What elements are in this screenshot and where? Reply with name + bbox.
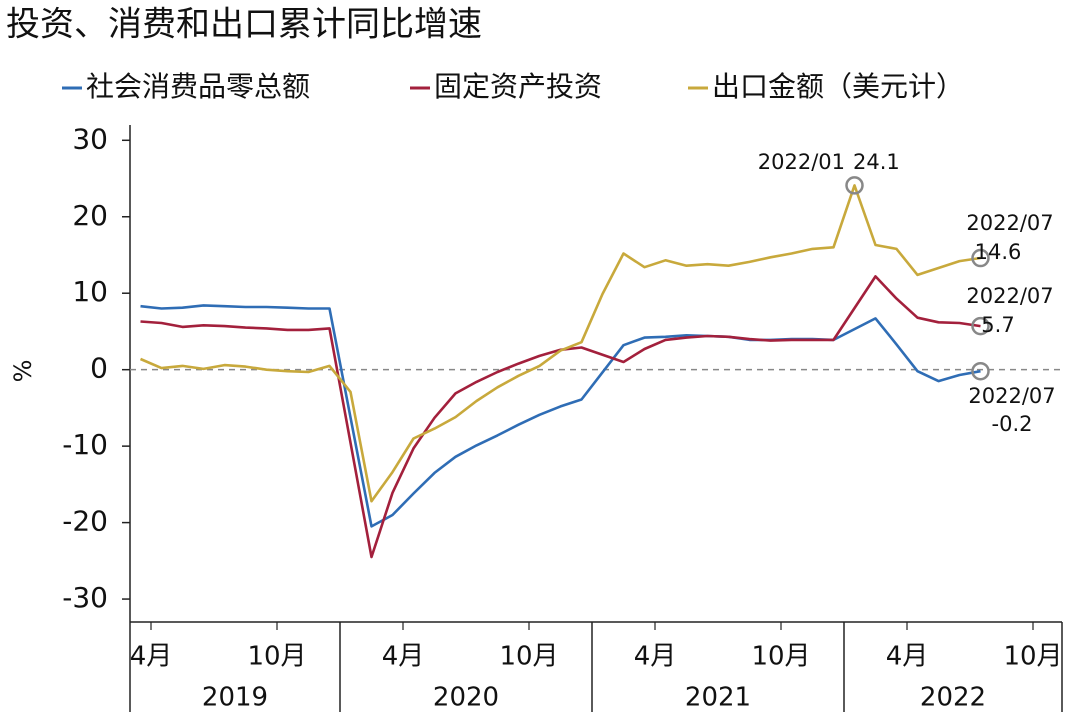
series-line xyxy=(140,304,981,528)
annotation-value: 14.6 xyxy=(975,240,1022,264)
legend-label: 出口金额（美元计） xyxy=(712,70,964,103)
x-tick-label: 10月 xyxy=(247,642,306,672)
annotation-date: 2022/07 xyxy=(966,211,1053,235)
x-tick-label: 4月 xyxy=(634,642,677,672)
annotation-date: 2022/01 xyxy=(758,150,845,174)
annotation-value: -0.2 xyxy=(992,412,1033,436)
chart-title: 投资、消费和出口累计同比增速 xyxy=(6,5,482,45)
annotation-marker xyxy=(845,176,864,195)
x-tick-label: 4月 xyxy=(130,642,173,672)
annotation-value: 5.7 xyxy=(981,313,1014,337)
x-tick-label: 10月 xyxy=(1003,642,1062,672)
series-line xyxy=(140,275,981,559)
legend-label: 社会消费品零总额 xyxy=(86,70,310,103)
y-tick-label: 10 xyxy=(72,275,108,308)
y-tick-label: 30 xyxy=(72,122,108,155)
legend-label: 固定资产投资 xyxy=(434,70,602,103)
x-tick-label: 4月 xyxy=(886,642,929,672)
year-label: 2021 xyxy=(685,683,751,713)
x-tick-label: 10月 xyxy=(499,642,558,672)
year-label: 2019 xyxy=(202,683,268,713)
series-line xyxy=(139,184,981,503)
annotation-marker xyxy=(971,316,990,336)
annotation-date: 2022/07 xyxy=(966,284,1053,308)
y-axis-label: % xyxy=(9,360,37,383)
annotation-date: 2022/07 xyxy=(968,384,1055,408)
y-tick-label: -20 xyxy=(62,505,108,538)
y-tick-label: -10 xyxy=(62,428,108,461)
year-label: 2022 xyxy=(920,683,986,713)
y-tick-label: 0 xyxy=(90,352,108,385)
y-tick-label: -30 xyxy=(62,581,108,614)
x-tick-label: 4月 xyxy=(382,642,425,672)
annotation-marker xyxy=(971,248,990,268)
annotation-value: 24.1 xyxy=(853,150,900,174)
year-label: 2020 xyxy=(433,683,499,713)
x-tick-label: 10月 xyxy=(751,642,810,672)
y-tick-label: 20 xyxy=(72,199,108,232)
annotation-marker xyxy=(971,361,990,381)
year-separators xyxy=(129,622,1063,712)
